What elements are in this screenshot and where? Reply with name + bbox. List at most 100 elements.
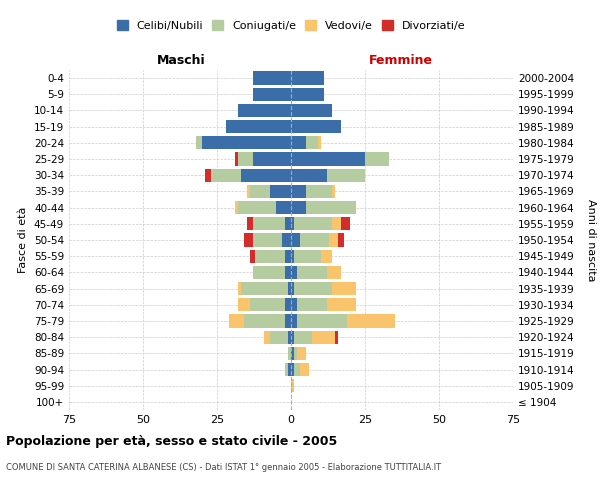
Bar (341, 217, 350, 230)
Bar (306, 136, 317, 149)
Bar (294, 250, 320, 263)
Bar (335, 330, 338, 344)
Bar (253, 152, 291, 166)
Legend: Celibi/Nubili, Coniugati/e, Vedovi/e, Divorziati/e: Celibi/Nubili, Coniugati/e, Vedovi/e, Di… (112, 16, 470, 36)
Bar (265, 330, 270, 344)
Bar (291, 282, 294, 295)
Bar (297, 314, 347, 328)
Bar (291, 379, 294, 392)
Bar (291, 250, 294, 263)
Bar (291, 346, 294, 360)
Bar (285, 217, 291, 230)
Bar (306, 201, 356, 214)
Bar (291, 234, 300, 246)
Y-axis label: Fasce di età: Fasce di età (19, 207, 28, 273)
Bar (300, 234, 329, 246)
Bar (317, 136, 320, 149)
Bar (276, 201, 291, 214)
Bar (288, 282, 291, 295)
Bar (320, 250, 332, 263)
Bar (291, 185, 306, 198)
Bar (291, 363, 294, 376)
Bar (326, 298, 356, 312)
Bar (294, 363, 300, 376)
Bar (291, 168, 326, 182)
Bar (250, 185, 270, 198)
Bar (291, 314, 297, 328)
Bar (365, 152, 389, 166)
Bar (294, 282, 332, 295)
Bar (300, 363, 309, 376)
Bar (285, 250, 291, 263)
Bar (326, 266, 341, 279)
Bar (253, 266, 285, 279)
Bar (312, 330, 335, 344)
Bar (253, 217, 285, 230)
Bar (244, 314, 285, 328)
Bar (270, 185, 291, 198)
Bar (241, 282, 288, 295)
Bar (285, 363, 288, 376)
Bar (332, 217, 341, 230)
Bar (288, 346, 291, 360)
Bar (291, 298, 297, 312)
Bar (285, 314, 291, 328)
Bar (291, 72, 323, 85)
Bar (250, 250, 256, 263)
Bar (241, 168, 291, 182)
Text: Maschi: Maschi (157, 54, 206, 68)
Bar (253, 88, 291, 101)
Text: Popolazione per età, sesso e stato civile - 2005: Popolazione per età, sesso e stato civil… (6, 435, 337, 448)
Bar (238, 298, 250, 312)
Bar (285, 266, 291, 279)
Bar (306, 185, 332, 198)
Bar (291, 330, 294, 344)
Bar (205, 168, 211, 182)
Bar (247, 185, 250, 198)
Bar (288, 363, 291, 376)
Bar (326, 168, 365, 182)
Bar (338, 234, 344, 246)
Bar (291, 266, 297, 279)
Bar (196, 136, 202, 149)
Bar (294, 330, 312, 344)
Text: COMUNE DI SANTA CATERINA ALBANESE (CS) - Dati ISTAT 1° gennaio 2005 - Elaborazio: COMUNE DI SANTA CATERINA ALBANESE (CS) -… (6, 462, 441, 471)
Bar (332, 185, 335, 198)
Bar (294, 217, 332, 230)
Bar (291, 152, 365, 166)
Bar (329, 234, 338, 246)
Y-axis label: Anni di nascita: Anni di nascita (586, 198, 596, 281)
Bar (235, 201, 238, 214)
Bar (238, 201, 276, 214)
Bar (291, 104, 332, 117)
Bar (253, 234, 282, 246)
Bar (238, 282, 241, 295)
Bar (211, 168, 241, 182)
Bar (238, 152, 253, 166)
Bar (288, 330, 291, 344)
Bar (247, 217, 253, 230)
Bar (291, 120, 341, 134)
Bar (291, 88, 323, 101)
Bar (226, 120, 291, 134)
Bar (294, 346, 297, 360)
Bar (285, 298, 291, 312)
Text: Femmine: Femmine (368, 54, 433, 68)
Bar (253, 72, 291, 85)
Bar (235, 152, 238, 166)
Bar (244, 234, 253, 246)
Bar (347, 314, 395, 328)
Bar (297, 346, 306, 360)
Bar (238, 104, 291, 117)
Bar (291, 136, 306, 149)
Bar (202, 136, 291, 149)
Bar (297, 266, 326, 279)
Bar (270, 330, 288, 344)
Bar (291, 201, 306, 214)
Bar (256, 250, 285, 263)
Bar (250, 298, 285, 312)
Bar (291, 217, 294, 230)
Bar (282, 234, 291, 246)
Bar (332, 282, 356, 295)
Bar (297, 298, 326, 312)
